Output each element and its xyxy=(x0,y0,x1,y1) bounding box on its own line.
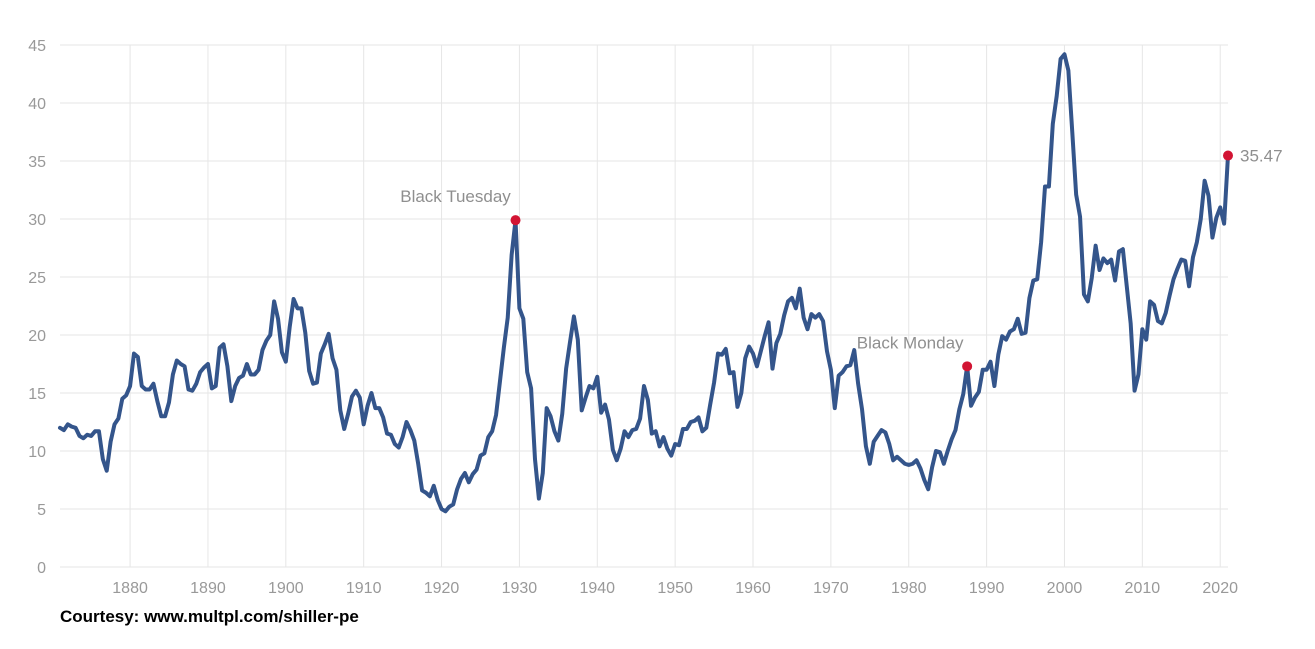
x-tick-label-2020: 2020 xyxy=(1202,580,1238,597)
x-tick-label-1890: 1890 xyxy=(190,580,226,597)
series-group xyxy=(58,52,1230,514)
annotations-group: Black Tuesday Black Monday 35.47 xyxy=(400,147,1283,372)
annotation-label-black-monday: Black Monday xyxy=(857,333,964,352)
annotation-label-35-47: 35.47 xyxy=(1240,147,1283,166)
annotation-marker-black-monday xyxy=(962,361,973,372)
annotation-label-black-tuesday: Black Tuesday xyxy=(400,187,511,206)
x-tick-label-1960: 1960 xyxy=(735,580,771,597)
y-tick-label-15: 15 xyxy=(28,386,46,403)
series-line-shiller-pe xyxy=(58,52,1230,514)
y-tick-label-45: 45 xyxy=(28,38,46,55)
x-tick-label-1940: 1940 xyxy=(579,580,615,597)
vertical-gridlines xyxy=(129,45,1221,567)
x-tick-label-1910: 1910 xyxy=(346,580,382,597)
x-tick-label-1880: 1880 xyxy=(112,580,148,597)
x-tick-label-1990: 1990 xyxy=(969,580,1005,597)
y-tick-label-40: 40 xyxy=(28,96,46,113)
x-tick-label-1950: 1950 xyxy=(657,580,693,597)
y-tick-label-5: 5 xyxy=(37,502,46,519)
y-tick-label-0: 0 xyxy=(37,560,46,577)
y-tick-label-10: 10 xyxy=(28,444,46,461)
y-tick-label-35: 35 xyxy=(28,154,46,171)
x-tick-label-1930: 1930 xyxy=(502,580,538,597)
x-tick-label-1920: 1920 xyxy=(424,580,460,597)
y-tick-label-30: 30 xyxy=(28,212,46,229)
x-tick-label-1970: 1970 xyxy=(813,580,849,597)
horizontal-gridlines xyxy=(60,44,1228,568)
x-tick-label-2010: 2010 xyxy=(1125,580,1161,597)
annotation-marker-black-tuesday xyxy=(510,215,521,226)
x-tick-label-1900: 1900 xyxy=(268,580,304,597)
y-tick-label-25: 25 xyxy=(28,270,46,287)
y-tick-label-20: 20 xyxy=(28,328,46,345)
x-tick-label-2000: 2000 xyxy=(1047,580,1083,597)
courtesy-credit: Courtesy: www.multpl.com/shiller-pe xyxy=(60,607,359,626)
y-axis-tick-labels: 0 5 10 15 20 25 30 35 40 45 xyxy=(28,38,46,577)
x-tick-label-1980: 1980 xyxy=(891,580,927,597)
annotation-marker-35-47 xyxy=(1223,150,1233,161)
x-axis-tick-labels: 1880 1890 1900 1910 1920 1930 1940 1950 1960 1970… xyxy=(112,580,1238,597)
